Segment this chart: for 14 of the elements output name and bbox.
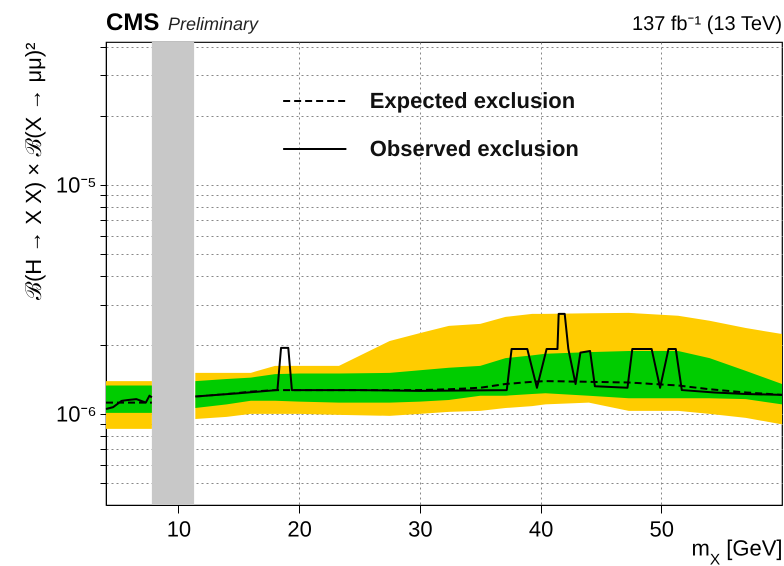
x-tick-label: 50 — [650, 516, 674, 542]
text: 137 fb⁻¹ (13 TeV) — [632, 13, 782, 35]
x-tick-label: 20 — [287, 516, 312, 542]
x-tick-label: 30 — [408, 516, 433, 542]
legend-label: Observed exclusion — [370, 136, 579, 161]
x-axis-title: m$_{X}$ [GeV] — [692, 536, 782, 566]
x-tick-label: 40 — [528, 516, 554, 542]
x-tick-label: 10 — [166, 516, 192, 542]
chart-subtitle: Preliminary — [168, 14, 260, 34]
legend-label: Expected exclusion — [370, 88, 576, 113]
chart-title: CMS — [106, 9, 160, 36]
y-axis-title: ℬ(H → X X) × ℬ(X → μμ)² — [20, 42, 46, 300]
y-tick-label: 10⁻⁶ — [56, 401, 96, 426]
y-tick-label: 10⁻⁵ — [56, 172, 96, 198]
